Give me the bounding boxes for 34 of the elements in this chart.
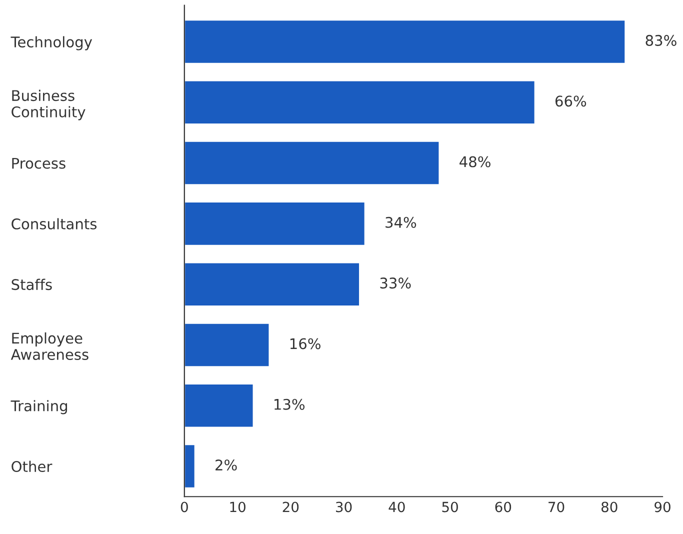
x-tick-label: 20 — [282, 502, 299, 512]
y-tick-label: Process — [12, 158, 66, 169]
y-tick-label: Technology — [10, 36, 92, 50]
bar — [184, 201, 366, 246]
x-tick-label: 80 — [601, 502, 618, 512]
y-tick-label: Business Continuity — [12, 90, 86, 120]
bar — [184, 383, 254, 428]
data-label: 66% — [555, 96, 586, 107]
data-label: 13% — [274, 398, 305, 410]
bar — [184, 322, 270, 368]
data-label: 33% — [380, 278, 411, 289]
x-tick-label: 50 — [442, 502, 458, 512]
data-label: 16% — [290, 338, 320, 350]
x-tick-label: 0 — [180, 502, 188, 512]
bar — [184, 80, 536, 125]
bar — [184, 19, 626, 64]
x-tick-label: 40 — [388, 502, 405, 512]
data-label: 83% — [646, 34, 676, 46]
bar — [184, 140, 440, 186]
x-tick-label: 70 — [548, 502, 564, 512]
x-tick-label: 90 — [654, 502, 670, 512]
data-label: 2% — [216, 459, 237, 471]
x-tick-label: 30 — [336, 502, 352, 512]
y-tick-label: Training — [10, 400, 68, 414]
data-label: 48% — [460, 156, 490, 168]
x-tick-label: 10 — [230, 502, 246, 512]
y-tick-label: Employee Awareness — [10, 332, 88, 360]
x-tick-label: 60 — [495, 502, 512, 512]
y-tick-label: Consultants — [12, 218, 97, 230]
bar — [184, 262, 360, 307]
bar — [184, 444, 196, 489]
y-tick-label: Other — [12, 460, 52, 472]
data-label: 34% — [386, 216, 416, 228]
y-tick-label: Staffs — [12, 278, 52, 290]
